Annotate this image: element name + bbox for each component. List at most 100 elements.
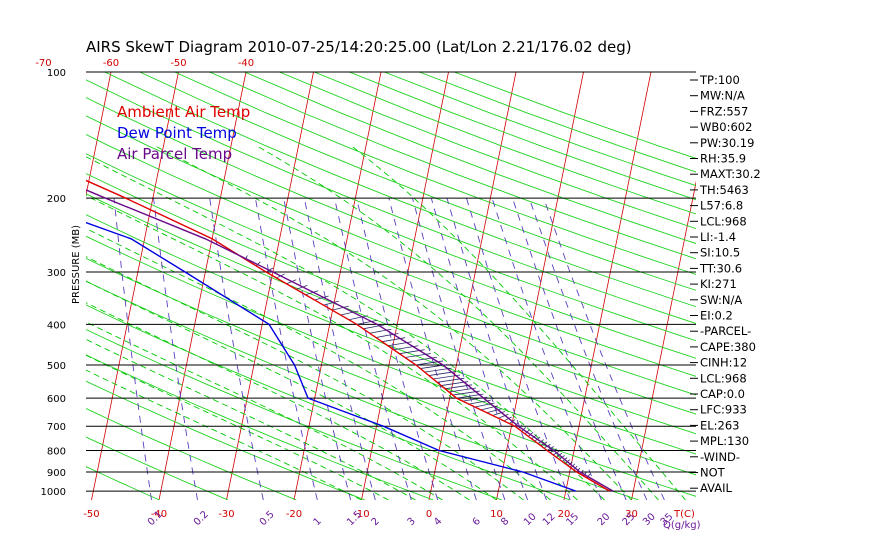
- legend-entry: Dew Point Temp: [117, 124, 237, 142]
- mixing-ratio-unit-label: Q(g/kg): [663, 520, 701, 531]
- isobar-lines: [86, 71, 696, 492]
- isotherm-line: [767, 72, 854, 500]
- pressure-tick-labels: 100 200 300 400 500 600 700 800 900 1000: [41, 68, 66, 498]
- mixing-ratio-line: [254, 198, 318, 500]
- cape-hatch-line: [492, 411, 506, 416]
- bottom-temp-tick-label: -20: [286, 509, 302, 520]
- stability-index: -WIND-: [700, 450, 740, 464]
- cape-hatch-line: [579, 469, 584, 475]
- mixing-ratio-label: 4: [432, 516, 444, 528]
- mixing-ratio-line: [466, 198, 571, 500]
- bottom-temp-tick-label: 30: [625, 509, 638, 520]
- top-temp-tick-label: -40: [238, 58, 254, 69]
- isotherm-line: [563, 72, 652, 500]
- cape-hatch-line: [375, 333, 399, 338]
- stability-index: LCL:968: [700, 214, 747, 228]
- dry-adiabat-line: [86, 354, 434, 500]
- top-temp-tick-label: -50: [170, 58, 186, 69]
- dry-adiabat-line: [86, 408, 297, 500]
- dry-adiabat-line: [139, 72, 696, 291]
- moist-adiabat-line: [86, 302, 470, 500]
- stability-index: SW:N/A: [700, 293, 742, 307]
- mixing-ratio-label: 6: [471, 516, 483, 528]
- dry-adiabat-line: [244, 72, 696, 244]
- stability-index: TP:100: [699, 73, 740, 87]
- cape-hatch-line: [381, 337, 406, 343]
- moist-adiabat-line: [351, 145, 686, 500]
- bottom-temperature-tick-labels: -50 -40 -30 -20 -10 0 10 20 30: [83, 509, 638, 520]
- pressure-tick-label: 1000: [41, 487, 66, 498]
- bottom-temp-tick-label: -30: [218, 509, 234, 520]
- mixing-ratio-line: [153, 198, 198, 500]
- mixing-ratio-label: 0.5: [258, 509, 277, 528]
- cape-hatch-line: [363, 324, 385, 330]
- stability-index: CAP:0.0: [700, 387, 745, 401]
- cape-hatch-line: [332, 305, 349, 311]
- stability-index: PW:30.19: [700, 136, 754, 150]
- mixing-ratio-label: 0.2: [192, 509, 211, 528]
- mixing-ratio-line: [491, 198, 602, 500]
- stability-index: MW:N/A: [700, 89, 745, 103]
- cape-hatch-line: [314, 295, 329, 301]
- pressure-tick-label: 500: [47, 361, 66, 372]
- cape-hatch-line: [255, 261, 261, 267]
- bottom-temp-tick-label: -40: [151, 509, 167, 520]
- cape-hatch-line: [356, 319, 378, 325]
- dry-adiabat-line: [86, 115, 696, 359]
- stability-index: WB0:602: [700, 120, 752, 134]
- dry-adiabat-line: [86, 133, 696, 377]
- dry-adiabat-line: [104, 72, 696, 308]
- cape-hatch-line: [305, 290, 319, 296]
- cape-hatch-line: [583, 471, 588, 477]
- dry-adiabat-line: [86, 380, 366, 500]
- x-axis-label: T(C): [673, 509, 695, 520]
- stability-index: EI:0.2: [700, 309, 733, 323]
- series-line: [86, 179, 611, 492]
- isotherm-line: [834, 72, 870, 500]
- mixing-ratio-line: [283, 198, 352, 500]
- stability-index: SI:10.5: [700, 246, 740, 260]
- isotherm-line: [496, 72, 584, 500]
- mixing-ratio-label: 30: [641, 511, 658, 528]
- dry-adiabat-lines: [86, 72, 696, 500]
- isotherm-line: [0, 72, 44, 500]
- stability-index: -PARCEL-: [700, 324, 751, 338]
- stability-index: CINH:12: [700, 356, 747, 370]
- isotherm-line: [158, 72, 247, 500]
- stability-index: CAPE:380: [700, 340, 756, 354]
- stability-index: FRZ:557: [700, 104, 748, 118]
- mixing-ratio-label: 3: [406, 516, 418, 528]
- dry-adiabat-line: [86, 96, 696, 342]
- legend-entry: Ambient Air Temp: [117, 103, 250, 121]
- stability-index: TH:5463: [699, 183, 749, 197]
- dry-adiabat-line: [384, 72, 696, 187]
- cape-hatch-line: [503, 416, 512, 422]
- pressure-tick-label: 600: [47, 394, 66, 405]
- cape-hatch-line: [586, 473, 591, 479]
- top-temperature-tick-labels: -120-110-100-90-80-70-60-50-40: [35, 58, 254, 69]
- isotherm-line: [631, 180, 696, 500]
- cape-hatch-line: [498, 413, 509, 419]
- stability-index: KI:271: [700, 277, 737, 291]
- cape-hatch-line: [340, 310, 359, 316]
- mixing-ratio-label: 8: [499, 516, 511, 528]
- top-temp-tick-label: -70: [35, 58, 51, 69]
- isotherm-line: [86, 72, 112, 197]
- bottom-temp-tick-label: 0: [426, 509, 432, 520]
- dry-adiabat-line: [86, 193, 696, 435]
- stability-index: EL:263: [700, 418, 740, 432]
- dry-adiabat-line: [86, 328, 502, 500]
- moist-adiabat-lines: [86, 145, 686, 500]
- dry-adiabat-line: [86, 436, 229, 500]
- y-axis-label: PRESSURE (MB): [71, 225, 82, 304]
- cape-hatch-line: [486, 408, 502, 414]
- dry-adiabat-line: [86, 304, 571, 500]
- pressure-tick-label: 800: [47, 447, 66, 458]
- pressure-tick-label: 100: [47, 68, 66, 79]
- stability-index: NOT: [700, 466, 726, 480]
- dry-adiabat-line: [86, 214, 696, 455]
- pressure-tick-label: 700: [47, 422, 66, 433]
- mixing-ratio-label: 12: [541, 511, 558, 528]
- chart-title: AIRS SkewT Diagram 2010-07-25/14:20:25.0…: [86, 38, 632, 56]
